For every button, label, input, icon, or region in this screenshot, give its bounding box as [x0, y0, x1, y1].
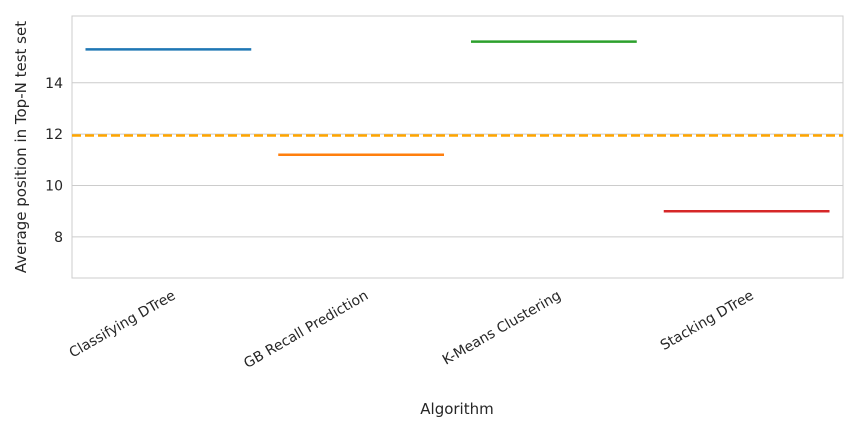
x-tick-labels: Classifying DTree GB Recall Prediction K-M…: [67, 288, 757, 372]
y-tick-label: 10: [45, 179, 63, 195]
y-tick-label: 8: [54, 230, 63, 246]
y-tick-label: 12: [45, 127, 63, 143]
x-tick-label: K-Means Clustering: [440, 288, 564, 369]
x-tick-label: Stacking DTree: [658, 288, 757, 354]
y-grid: [72, 82, 843, 238]
x-axis-label: Algorithm: [420, 400, 493, 418]
series-marks: [85, 40, 830, 213]
x-tick-label: Classifying DTree: [67, 288, 179, 362]
y-axis-label: Average position in Top-N test set: [12, 21, 30, 273]
y-tick-label: 14: [45, 76, 63, 92]
x-tick-label: GB Recall Prediction: [241, 288, 371, 372]
plot-frame: [71, 15, 844, 279]
y-tick-labels: 8 10 12 14: [45, 76, 63, 246]
